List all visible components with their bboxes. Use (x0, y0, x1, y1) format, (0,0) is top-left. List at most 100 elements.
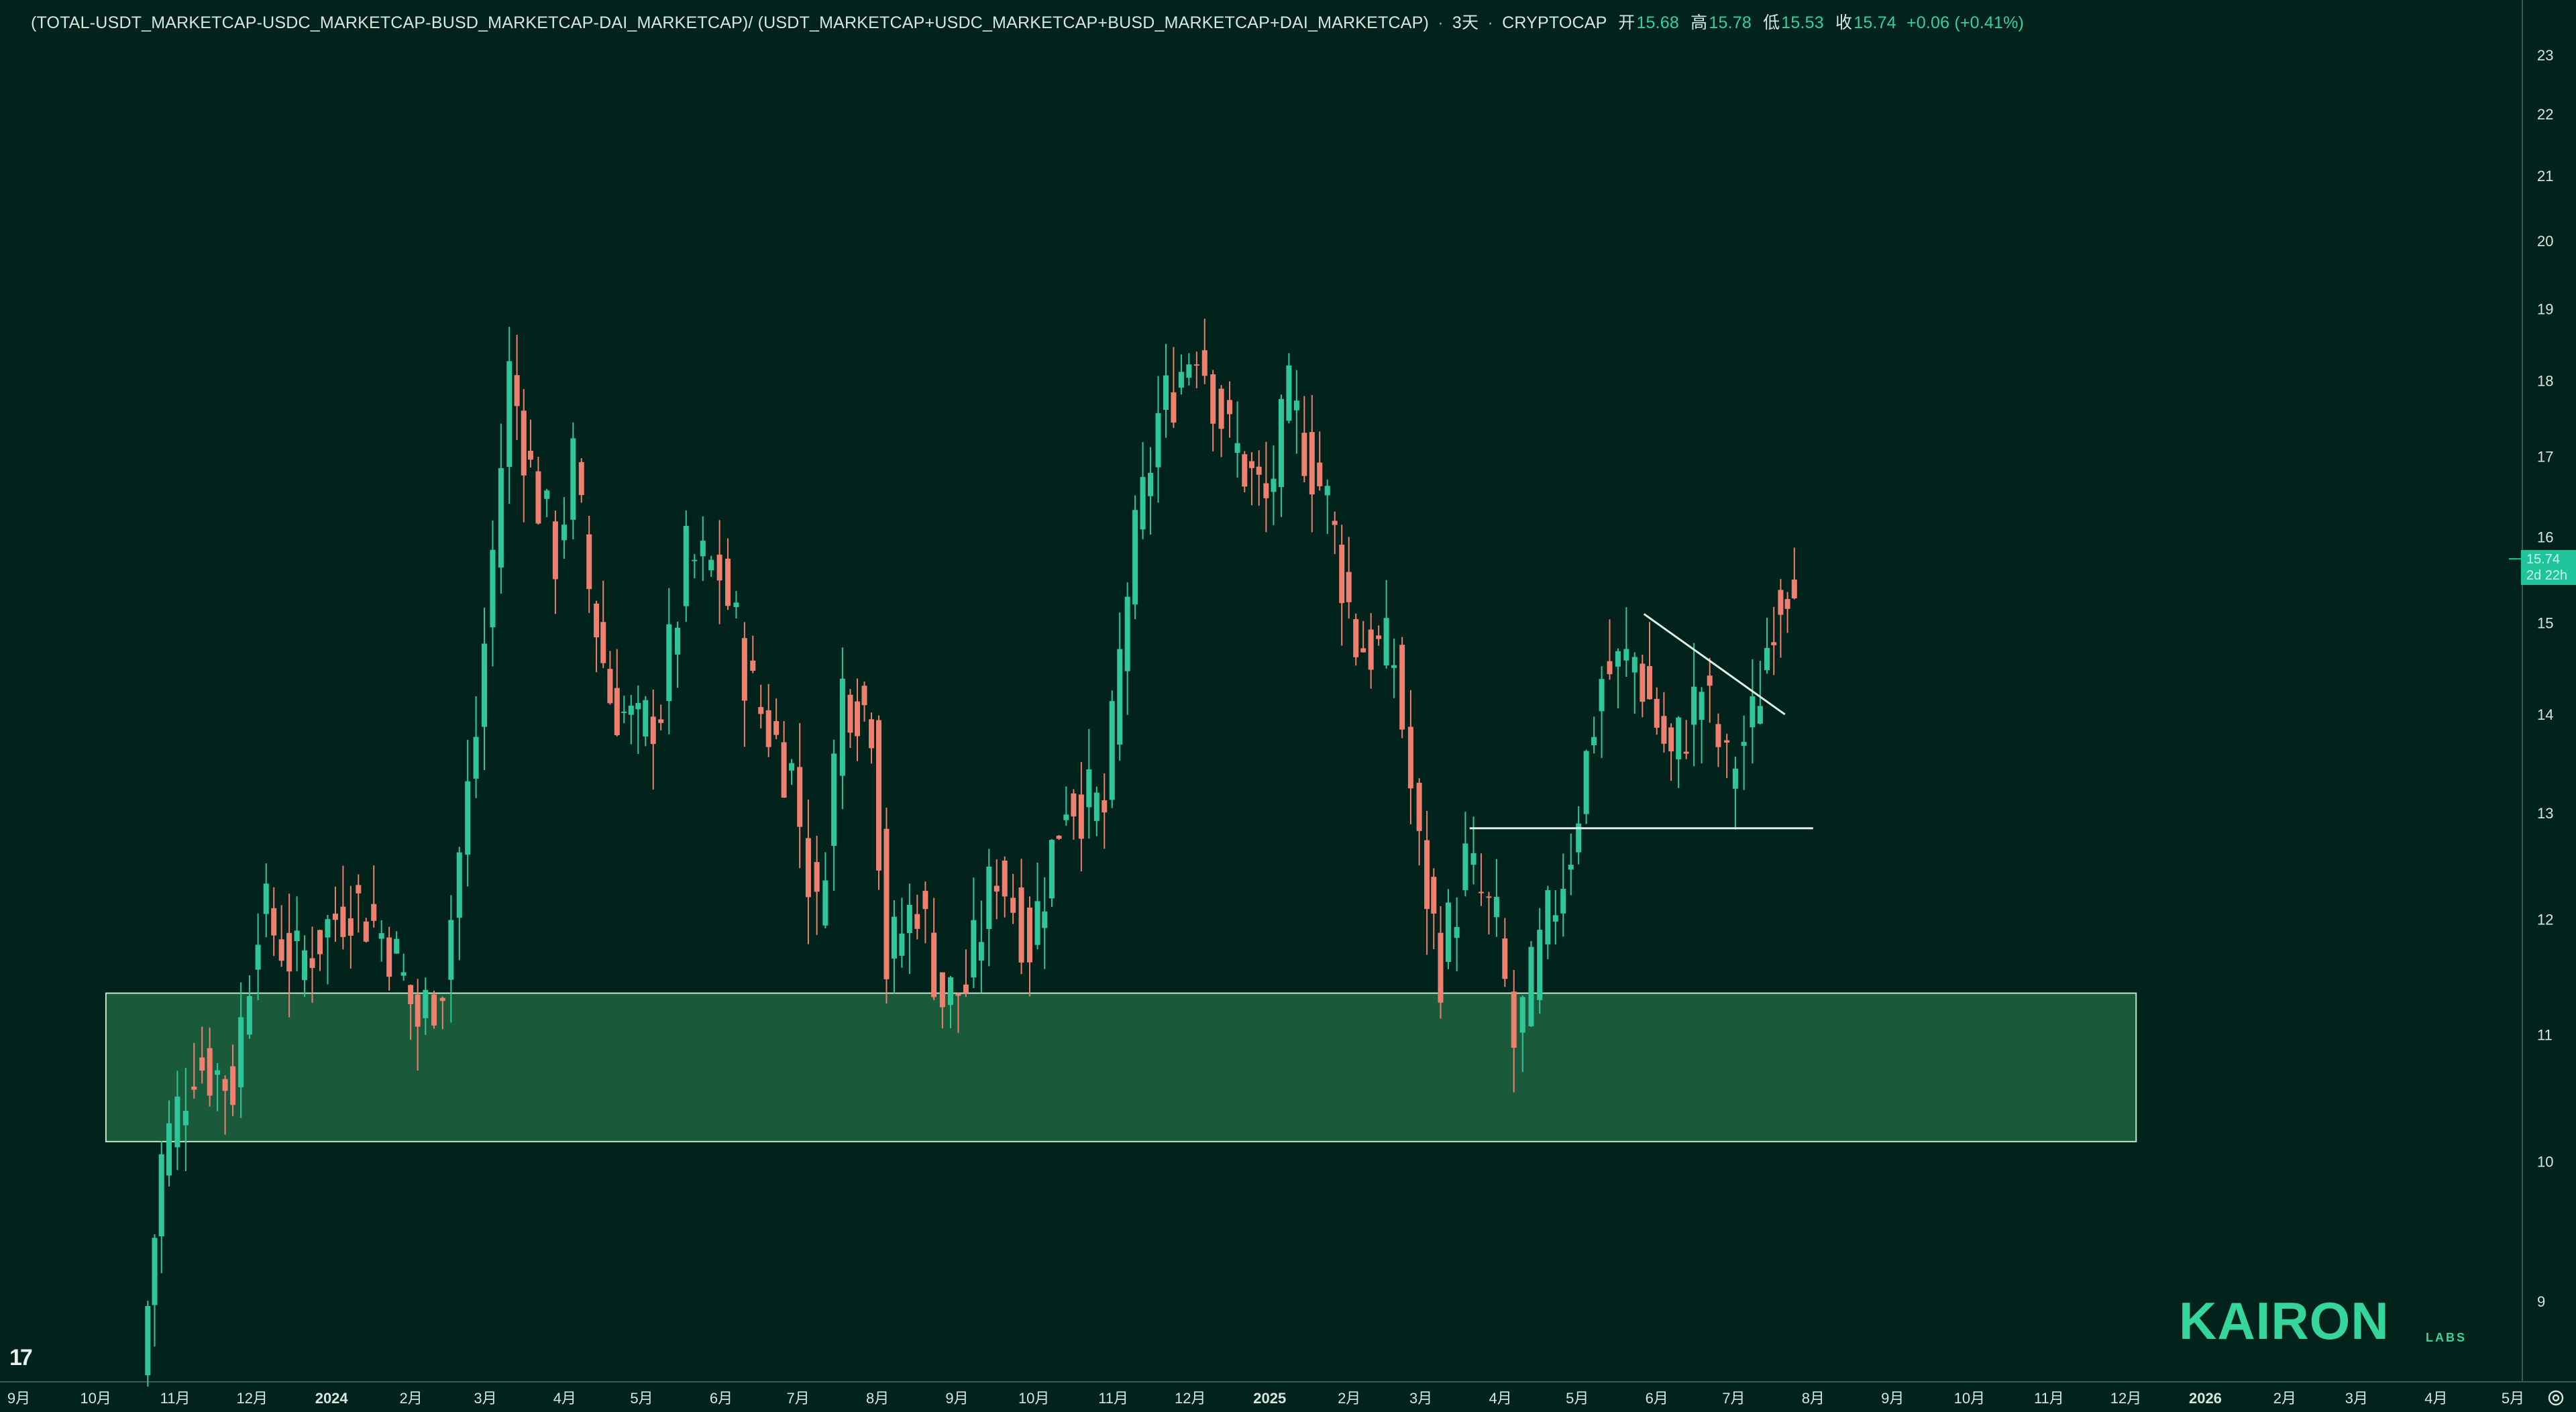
candle-body (1242, 454, 1248, 487)
candle-body (415, 994, 421, 1027)
candle-body (1724, 740, 1730, 743)
candle-body (1360, 648, 1366, 653)
candle-body (371, 904, 377, 921)
candle-body (1026, 907, 1032, 963)
symbol-label[interactable]: (TOTAL-USDT_MARKETCAP-USDC_MARKETCAP-BUS… (31, 13, 1430, 32)
candle-body (1263, 483, 1269, 498)
candle-body (1353, 618, 1359, 657)
candle-body (947, 977, 954, 1006)
candle-body (899, 933, 905, 956)
candle-body (514, 375, 520, 406)
x-tick-label: 11月 (2034, 1390, 2064, 1407)
candle-body (1486, 896, 1492, 898)
candle-body (1317, 462, 1323, 486)
candle-body (1234, 443, 1240, 453)
kairon-labs-logo: LABS (2426, 1331, 2467, 1344)
candle-body (1063, 814, 1069, 820)
candle-body (922, 891, 928, 910)
candle-body (1502, 938, 1508, 979)
y-tick-label: 11 (2537, 1027, 2553, 1044)
candle-body (741, 638, 747, 701)
candle-body (939, 972, 945, 1008)
candle-body (1528, 946, 1534, 1026)
candle-body (1201, 350, 1208, 376)
candle-body (906, 904, 912, 933)
candle-body (700, 541, 706, 557)
candle-body (317, 930, 323, 955)
candle-body (831, 753, 837, 846)
low-label: 低 (1763, 13, 1780, 32)
candle-body (1309, 432, 1315, 495)
candle-body (875, 720, 882, 871)
candle-body (1478, 891, 1484, 893)
candle-body (1640, 663, 1646, 702)
candle-body (386, 937, 392, 977)
candle-body (1034, 901, 1040, 945)
x-tick-label: 2月 (1338, 1390, 1360, 1407)
candle-body (1545, 890, 1551, 944)
candle-body (1470, 853, 1477, 865)
candle-body (1093, 792, 1099, 821)
candle-body (356, 885, 362, 893)
settings-icon[interactable] (2546, 1389, 2565, 1407)
candle-body (1248, 461, 1254, 468)
candle-body (1376, 635, 1382, 639)
x-tick-label: 3月 (1409, 1390, 1432, 1407)
candle-body (340, 906, 346, 937)
separator: · (1487, 13, 1493, 32)
candle-body (854, 701, 861, 737)
candle-body (294, 930, 300, 941)
candle-body (1668, 727, 1674, 752)
candle-body (1631, 657, 1638, 673)
candle-body (1623, 649, 1629, 661)
y-tick-label: 13 (2537, 805, 2553, 822)
x-tick-label: 10月 (1018, 1390, 1049, 1407)
candle-body (1607, 661, 1613, 675)
high-value: 15.78 (1709, 13, 1752, 32)
x-tick-label: 11月 (160, 1390, 191, 1407)
candle-body (1399, 645, 1405, 730)
candle-body (1339, 544, 1345, 604)
candle-body (666, 624, 672, 702)
interval-label[interactable]: 3天 (1452, 13, 1479, 32)
candle-body (635, 703, 641, 710)
candle-body (789, 763, 795, 771)
candle-body (378, 933, 384, 939)
candle-body (1599, 679, 1605, 712)
candle-body (1568, 865, 1574, 870)
y-tick-label: 22 (2537, 106, 2553, 123)
y-tick-label: 15 (2537, 614, 2553, 631)
kairon-logo: KAIRON (2179, 1291, 2390, 1350)
candle-body (1683, 751, 1689, 754)
x-tick-label: 4月 (553, 1390, 576, 1407)
candle-body (1757, 706, 1763, 724)
candle-body (431, 994, 437, 1026)
candle-body (675, 627, 681, 655)
candle-body (207, 1048, 213, 1096)
x-tick-label: 8月 (866, 1390, 889, 1407)
tradingview-logo[interactable]: 17 (9, 1345, 33, 1370)
candle-body (1132, 510, 1138, 605)
candle-body (1416, 782, 1422, 831)
x-tick-label: 4月 (1489, 1390, 1512, 1407)
candle-body (423, 989, 429, 1018)
candle-body (1346, 572, 1352, 602)
y-tick-label: 12 (2537, 911, 2553, 928)
x-tick-label: 6月 (710, 1390, 733, 1407)
low-value: 15.53 (1781, 13, 1824, 32)
candle-body (1699, 692, 1705, 720)
candle-body (1454, 927, 1460, 938)
candle-body (490, 549, 496, 628)
candle-body (1552, 915, 1558, 922)
y-tick-label: 23 (2537, 47, 2553, 64)
candle-body (1676, 717, 1682, 760)
candle-body (716, 554, 722, 581)
candle-body (822, 880, 828, 926)
x-tick-label: 12月 (1175, 1390, 1205, 1407)
candle-body (847, 694, 853, 733)
candle-body (394, 938, 400, 954)
separator: · (1438, 13, 1444, 32)
candle-body (1784, 598, 1790, 609)
